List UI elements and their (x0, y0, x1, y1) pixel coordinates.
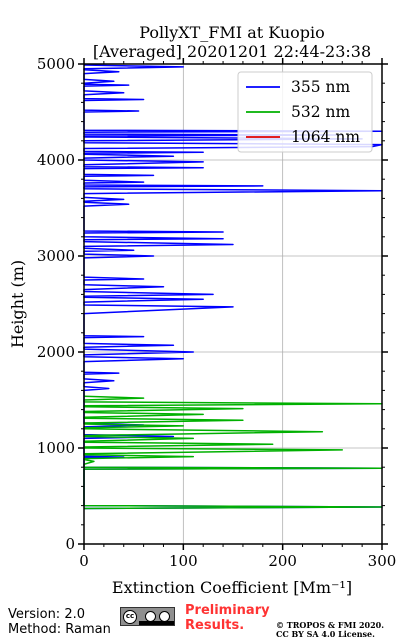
x-tick-label: 0 (79, 552, 89, 570)
chart-title: PollyXT_FMI at Kuopio (139, 23, 325, 42)
results-label: Results. (185, 618, 245, 633)
axes-frame (83, 63, 383, 545)
legend-box (237, 71, 373, 153)
y-tick-label: 1000 (37, 439, 75, 457)
copyright-text: © TROPOS & FMI 2020. (276, 620, 385, 630)
cc-license-icon: cc (120, 607, 175, 626)
preliminary-label: Preliminary (185, 603, 270, 618)
y-tick-label: 3000 (37, 247, 75, 265)
cc-icon: cc (123, 610, 137, 624)
legend-label: 532 nm (291, 103, 350, 121)
y-tick-label: 0 (65, 535, 75, 553)
x-tick-label: 200 (268, 552, 297, 570)
y-tick-label: 2000 (37, 343, 75, 361)
legend-label: 1064 nm (291, 128, 360, 146)
chart-subtitle: [Averaged] 20201201 22:44-23:38 (93, 42, 371, 61)
series-line-532-nm (83, 395, 383, 510)
license-text: CC BY SA 4.0 License. (276, 629, 375, 639)
legend: 355 nm 532 nm 1064 nm (237, 71, 373, 153)
y-tick-label: 5000 (37, 55, 75, 73)
version-text: Version: 2.0 (8, 607, 85, 622)
method-text: Method: Raman (8, 622, 111, 637)
legend-label: 355 nm (291, 78, 350, 96)
y-axis-label: Height (m) (8, 260, 27, 348)
x-tick-label: 300 (368, 552, 397, 570)
y-tick-label: 4000 (37, 151, 75, 169)
x-axis-label: Extinction Coefficient [Mm⁻¹] (112, 578, 352, 597)
x-tick-label: 100 (169, 552, 198, 570)
